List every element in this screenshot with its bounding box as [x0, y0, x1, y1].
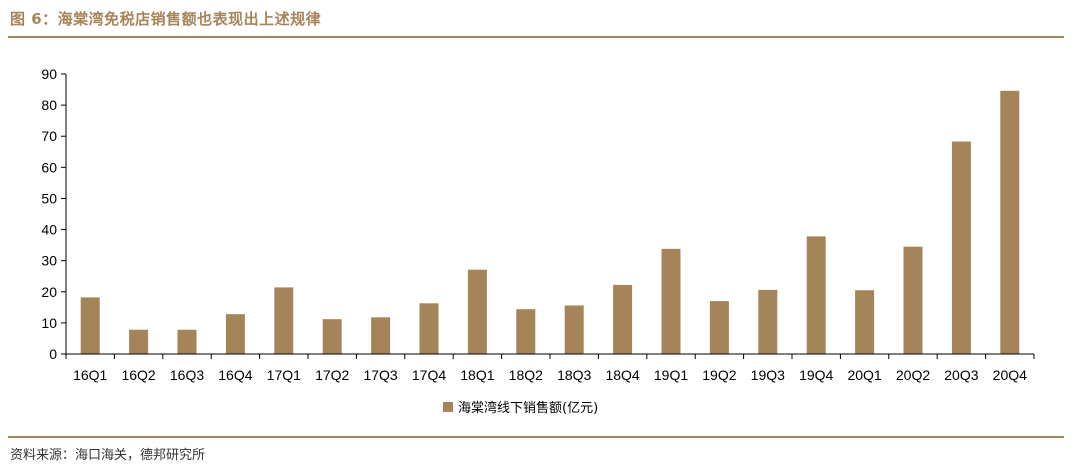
- x-tick-label: 16Q4: [218, 367, 252, 383]
- x-tick-label: 18Q1: [460, 367, 494, 383]
- y-tick-label: 20: [41, 284, 57, 300]
- y-tick-label: 80: [41, 97, 57, 113]
- bars: [80, 90, 1020, 355]
- x-tick-label: 17Q1: [267, 367, 301, 383]
- legend-label: 海棠湾线下销售额(亿元): [458, 400, 598, 416]
- x-tick-label: 20Q3: [944, 367, 978, 383]
- y-tick-label: 0: [49, 346, 57, 362]
- y-axis: 0 10 20 30 40 50 60 70 80 90: [41, 66, 67, 362]
- bar: [709, 301, 729, 354]
- x-tick-label: 18Q4: [605, 367, 639, 383]
- x-tick-label: 16Q1: [73, 367, 107, 383]
- x-tick-label: 20Q4: [993, 367, 1027, 383]
- bar-chart: 0 10 20 30 40 50 60 70 80 90 16Q1 16Q2 16Q3 16Q4 17Q1…: [41, 66, 1035, 416]
- y-tick-label: 70: [41, 128, 57, 144]
- legend: 海棠湾线下销售额(亿元): [443, 400, 598, 416]
- bar: [467, 269, 487, 354]
- bar: [225, 314, 245, 354]
- x-tick-label: 19Q1: [654, 367, 688, 383]
- x-axis: 16Q1 16Q2 16Q3 16Q4 17Q1 17Q2 17Q3 17Q4 18Q1 18Q2…: [65, 353, 1035, 383]
- y-tick-label: 10: [41, 315, 57, 331]
- bar: [758, 289, 778, 354]
- source-note: 资料来源：海口海关，德邦研究所: [10, 448, 206, 463]
- y-tick-label: 90: [41, 66, 57, 82]
- y-tick-label: 60: [41, 159, 57, 175]
- bar: [129, 329, 149, 354]
- source-divider: [8, 436, 1064, 438]
- x-tick-label: 20Q1: [847, 367, 881, 383]
- bar: [371, 317, 391, 354]
- y-tick-label: 30: [41, 253, 57, 269]
- x-tick-label: 17Q3: [363, 367, 397, 383]
- x-tick-label: 19Q2: [702, 367, 736, 383]
- bar: [806, 236, 826, 354]
- x-tick-label: 17Q2: [315, 367, 349, 383]
- figure-title: 图 6：海棠湾免税店销售额也表现出上述规律: [10, 10, 322, 28]
- bar: [613, 284, 633, 354]
- bar: [516, 309, 536, 354]
- bar: [903, 246, 923, 354]
- bar: [1000, 90, 1020, 355]
- x-tick-label: 17Q4: [412, 367, 446, 383]
- bar: [274, 287, 294, 354]
- bar: [951, 141, 971, 354]
- bar: [419, 303, 439, 354]
- x-tick-label: 19Q3: [751, 367, 785, 383]
- bar: [564, 305, 584, 354]
- title-divider: [8, 36, 1064, 38]
- x-tick-label: 20Q2: [896, 367, 930, 383]
- y-tick-label: 50: [41, 190, 57, 206]
- bar: [855, 290, 875, 354]
- bar: [661, 248, 681, 354]
- bar: [322, 319, 342, 354]
- y-tick-label: 40: [41, 222, 57, 238]
- bar: [80, 297, 100, 354]
- bar: [177, 329, 197, 354]
- x-tick-label: 18Q3: [557, 367, 591, 383]
- legend-swatch: [443, 402, 453, 412]
- x-tick-label: 18Q2: [509, 367, 543, 383]
- x-tick-label: 16Q3: [170, 367, 204, 383]
- x-tick-label: 16Q2: [121, 367, 155, 383]
- x-tick-label: 19Q4: [799, 367, 833, 383]
